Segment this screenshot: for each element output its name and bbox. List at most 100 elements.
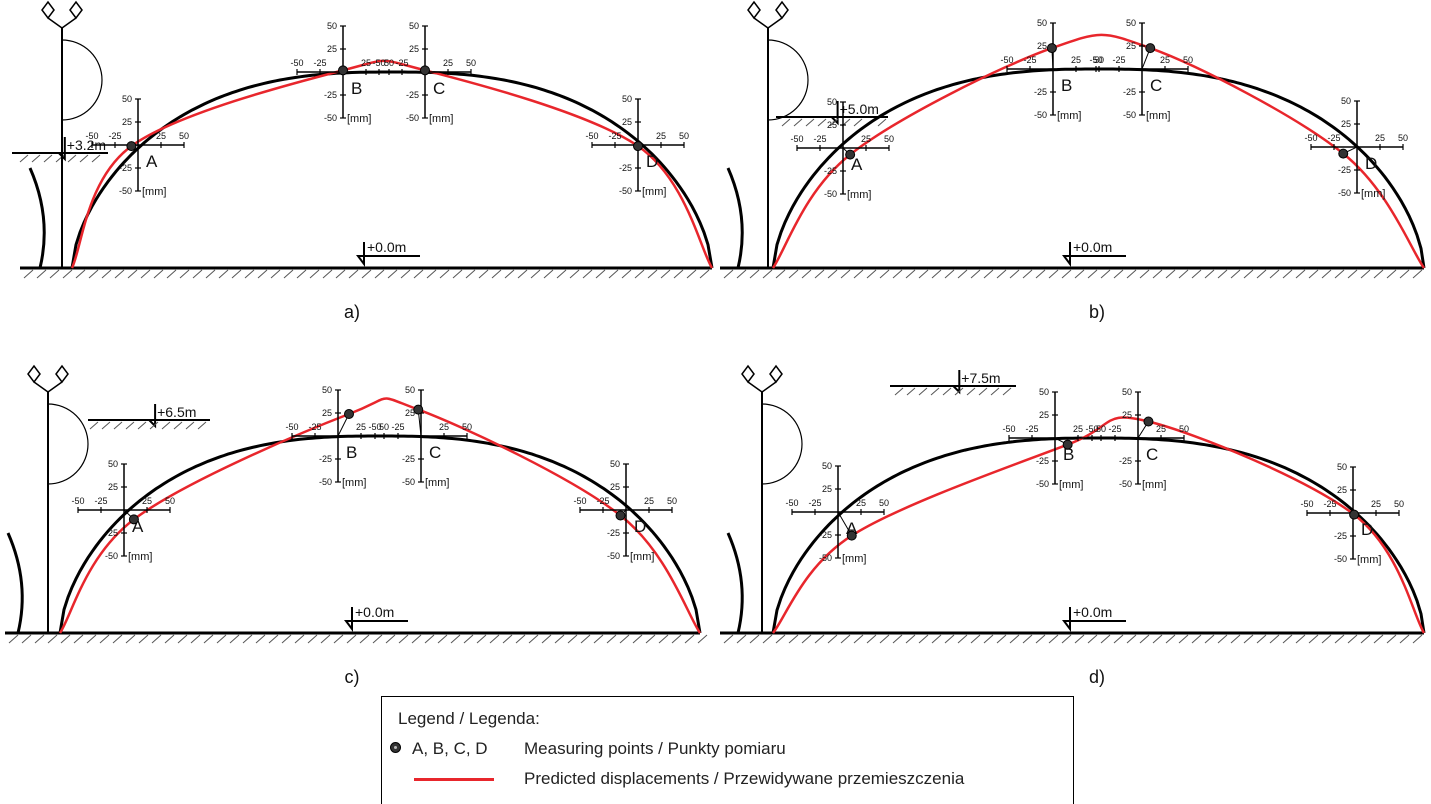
ground-hatch	[580, 634, 591, 644]
ground-hatch	[283, 269, 294, 279]
ground-hatch	[424, 634, 435, 644]
excavation-hatch	[91, 154, 101, 163]
gauge-x-tick-label: 50	[884, 134, 894, 144]
gauge-y-tick-label: -25	[1334, 531, 1347, 541]
predicted-displacement-line	[58, 397, 702, 634]
mast-arm-left	[47, 17, 63, 29]
gauge-y-tick-label: -50	[319, 477, 332, 487]
ground-hatch	[112, 634, 123, 644]
gauge-y-tick-label: 50	[409, 21, 419, 31]
excavation-hatch	[185, 421, 195, 430]
mast-lamp-heads-icon	[27, 364, 69, 384]
ground-hatch	[1269, 634, 1280, 644]
ground-hatch	[671, 634, 682, 644]
measuring-point-b	[338, 65, 348, 76]
gauge-y-tick-label: -50	[1123, 110, 1136, 120]
ground-hatch	[101, 269, 112, 279]
ground-hatch	[1347, 634, 1358, 644]
gauge-y-tick-label: 25	[822, 484, 832, 494]
ground-hatch	[190, 634, 201, 644]
gauge-point-label: D	[634, 517, 646, 536]
gauge-x-tick-label: -50	[85, 131, 98, 141]
gauge-y-tick-label: 50	[108, 459, 118, 469]
gauge-y-tick-label: -25	[1119, 456, 1132, 466]
excavation-hatch	[930, 387, 940, 396]
ground-hatch	[840, 634, 851, 644]
gauge-y-tick-label: 50	[405, 385, 415, 395]
ground-hatch	[918, 269, 929, 279]
legend-row-predicted: Predicted displacements / Przewidywane p…	[382, 767, 1073, 791]
gauge-point-label: C	[433, 79, 445, 98]
ground-hatch	[697, 634, 708, 644]
ground-hatch	[1178, 269, 1189, 279]
ground-hatch	[47, 634, 58, 644]
ground-hatch	[1295, 269, 1306, 279]
gauge-point-label: B	[1061, 76, 1072, 95]
gauge-unit-label: [mm]	[142, 186, 166, 198]
excavation-hatch	[125, 421, 135, 430]
ground-hatch	[1412, 269, 1423, 279]
panel-label: c)	[345, 667, 360, 687]
ground-level-marker	[356, 242, 420, 267]
gauge-x-tick-label: -25	[608, 131, 621, 141]
ground-hatch	[125, 634, 136, 644]
ground-hatch	[192, 269, 203, 279]
ground-hatch	[1295, 634, 1306, 644]
mast-arm-right	[61, 17, 77, 29]
gauge-unit-label: [mm]	[642, 186, 666, 198]
excavation-hatch	[877, 118, 887, 127]
ground-hatch	[1152, 269, 1163, 279]
ground-hatch	[723, 634, 734, 644]
gauge-y-tick-label: 50	[327, 21, 337, 31]
ground-hatch	[593, 634, 604, 644]
legend-row-measuring-points: A, B, C, D Measuring points / Punkty pom…	[382, 737, 1073, 761]
ground-hatch	[1087, 269, 1098, 279]
ground-hatch	[957, 269, 968, 279]
ground-hatch	[567, 634, 578, 644]
ground-hatch	[307, 634, 318, 644]
ground-hatch	[242, 634, 253, 644]
ground-hatch	[814, 269, 825, 279]
ground-hatch	[556, 269, 567, 279]
gauge-y-tick-label: -25	[619, 163, 632, 173]
gauge-y-tick-label: -25	[1123, 87, 1136, 97]
ground-hatch	[699, 269, 710, 279]
ground-hatch	[1256, 269, 1267, 279]
ground-hatch	[309, 269, 320, 279]
ground-hatch	[1048, 634, 1059, 644]
gauge-y-tick-label: 50	[610, 459, 620, 469]
mast-arm-left	[747, 381, 763, 393]
mast-lamp-arc	[761, 403, 803, 485]
ground-hatch	[970, 634, 981, 644]
ground-hatch	[153, 269, 164, 279]
gauge-y-tick-label: 25	[1337, 485, 1347, 495]
ground-hatch	[1061, 634, 1072, 644]
gauge-x-tick-label: -25	[391, 422, 404, 432]
ground-hatch	[1100, 269, 1111, 279]
ground-hatch	[658, 634, 669, 644]
gauge-unit-label: [mm]	[1059, 479, 1083, 491]
ground-hatch	[21, 634, 32, 644]
gauge-y-tick-label: -50	[819, 553, 832, 563]
gauge-y-tick-label: -50	[402, 477, 415, 487]
gauge-y-tick-label: -50	[406, 113, 419, 123]
excavation-hatch	[990, 387, 1000, 396]
gauge-x-tick-label: -25	[1112, 55, 1125, 65]
panel-d: +0.0m+7.5m-50-50-25-2525255050[mm]A-50-5…	[720, 364, 1426, 687]
ground-hatch	[621, 269, 632, 279]
measuring-point-a	[846, 530, 857, 541]
excavation-hatch	[918, 387, 928, 396]
mast-arm-left	[33, 381, 49, 393]
gauge-x-tick-label: 50	[1183, 55, 1193, 65]
gauge-x-tick-label: 25	[1375, 133, 1385, 143]
gauge-y-tick-label: -25	[324, 90, 337, 100]
neighbour-arch	[726, 167, 744, 269]
gauge-y-tick-label: 50	[1039, 387, 1049, 397]
gauge-x-tick-label: 25	[443, 58, 453, 68]
ground-hatch	[905, 269, 916, 279]
ground-hatch	[1204, 634, 1215, 644]
